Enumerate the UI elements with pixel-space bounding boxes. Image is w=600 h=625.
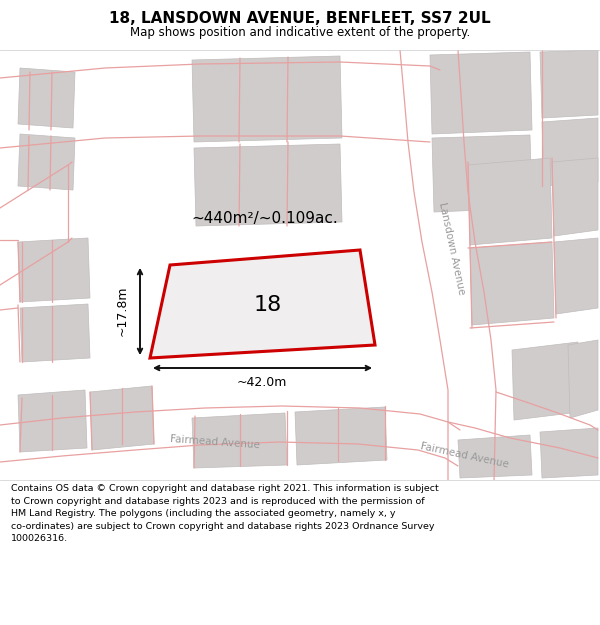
Polygon shape (150, 250, 375, 358)
Polygon shape (18, 238, 90, 302)
Polygon shape (192, 56, 342, 142)
Polygon shape (18, 134, 75, 190)
Polygon shape (90, 386, 154, 450)
Polygon shape (542, 118, 598, 186)
Polygon shape (432, 135, 532, 212)
Text: ~42.0m: ~42.0m (237, 376, 287, 389)
Text: Fairmead Avenue: Fairmead Avenue (420, 441, 510, 469)
Polygon shape (540, 50, 598, 118)
Polygon shape (540, 428, 598, 478)
Polygon shape (552, 158, 598, 236)
Polygon shape (18, 68, 75, 128)
Polygon shape (512, 342, 580, 420)
Text: 18, LANSDOWN AVENUE, BENFLEET, SS7 2UL: 18, LANSDOWN AVENUE, BENFLEET, SS7 2UL (109, 11, 491, 26)
Polygon shape (18, 390, 87, 452)
Polygon shape (194, 144, 342, 226)
Polygon shape (554, 238, 598, 314)
Polygon shape (568, 340, 598, 418)
Text: Map shows position and indicative extent of the property.: Map shows position and indicative extent… (130, 26, 470, 39)
Polygon shape (20, 304, 90, 362)
Polygon shape (430, 52, 532, 134)
Polygon shape (468, 158, 552, 245)
Text: Contains OS data © Crown copyright and database right 2021. This information is : Contains OS data © Crown copyright and d… (11, 484, 439, 543)
Text: Fairmead Avenue: Fairmead Avenue (170, 434, 260, 450)
Text: ~17.8m: ~17.8m (115, 286, 128, 336)
Text: ~440m²/~0.109ac.: ~440m²/~0.109ac. (191, 211, 338, 226)
Polygon shape (295, 407, 387, 465)
Text: 18: 18 (254, 295, 282, 315)
Polygon shape (458, 435, 532, 478)
Text: Lansdown Avenue: Lansdown Avenue (437, 201, 467, 295)
Polygon shape (470, 242, 554, 325)
Polygon shape (192, 413, 287, 468)
